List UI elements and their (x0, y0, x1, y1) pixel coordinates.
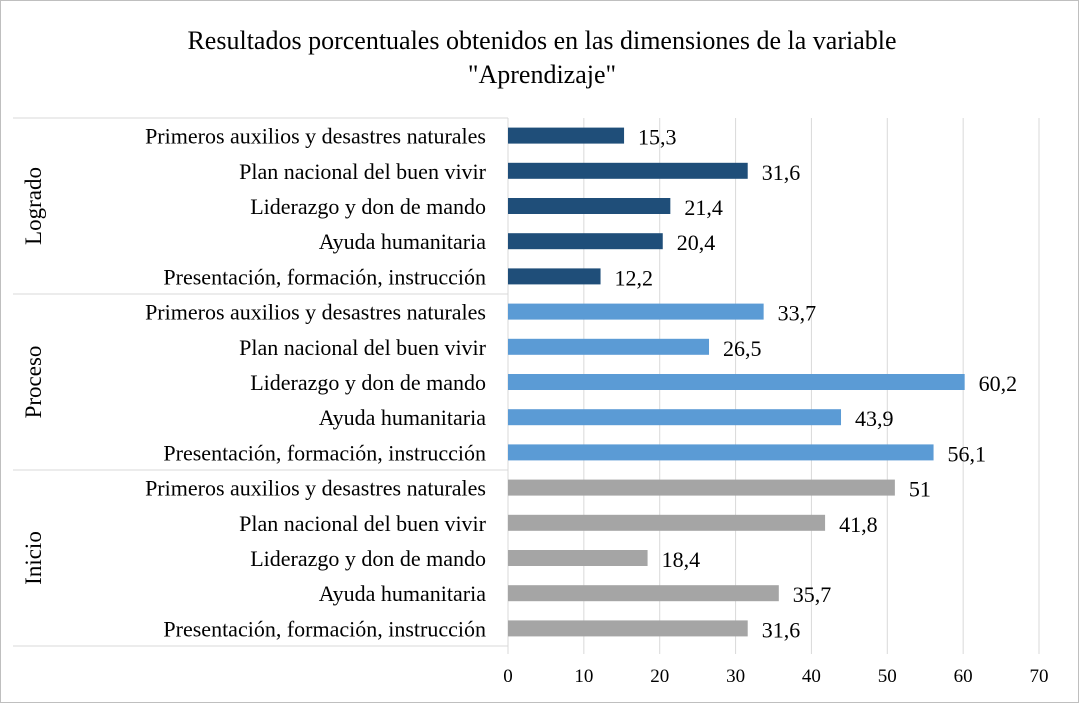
bar-logrado-4 (508, 268, 601, 285)
x-tick-label: 60 (954, 666, 973, 687)
labels: 0 10 20 30 40 50 60 70 Primeros auxilios y desas… (21, 124, 1049, 687)
data-label: 56,1 (948, 441, 987, 466)
group-label-inicio: Inicio (21, 531, 46, 585)
category-label: Liderazgo y don de mando (250, 194, 486, 219)
bar-proceso-2 (508, 374, 965, 390)
data-label: 35,7 (793, 582, 832, 607)
category-label: Primeros auxilios y desastres naturales (145, 300, 486, 325)
bar-proceso-1 (508, 338, 710, 355)
data-label: 60,2 (979, 371, 1018, 396)
bar-inicio-0 (508, 479, 895, 496)
group-label-logrado: Logrado (21, 167, 46, 245)
x-tick-label: 50 (878, 666, 897, 687)
bar-inicio-2 (508, 550, 648, 566)
x-tick-label: 0 (503, 666, 513, 687)
category-label: Ayuda humanitaria (319, 581, 486, 606)
category-label: Plan nacional del buen vivir (239, 335, 486, 360)
bar-inicio-1 (508, 514, 826, 531)
data-label: 20,4 (677, 230, 716, 255)
data-label: 31,6 (762, 617, 801, 642)
category-label: Primeros auxilios y desastres naturales (145, 476, 486, 501)
data-label: 18,4 (662, 547, 701, 572)
category-label: Presentación, formación, instrucción (163, 440, 486, 465)
data-label: 43,9 (855, 406, 894, 431)
data-label: 15,3 (638, 125, 677, 150)
x-tick-label: 10 (574, 666, 593, 687)
data-label: 21,4 (684, 195, 723, 220)
bar-proceso-0 (508, 303, 764, 320)
data-label: 41,8 (839, 512, 878, 537)
x-tick-label: 40 (802, 666, 821, 687)
bars (508, 127, 965, 637)
x-tick-label: 30 (726, 666, 745, 687)
data-label: 51 (909, 477, 931, 502)
category-label: Plan nacional del buen vivir (239, 511, 486, 536)
category-label: Presentación, formación, instrucción (163, 616, 486, 641)
category-label: Primeros auxilios y desastres naturales (145, 124, 486, 149)
data-label: 26,5 (723, 336, 762, 361)
data-label: 31,6 (762, 160, 801, 185)
category-label: Ayuda humanitaria (319, 405, 486, 430)
category-label: Ayuda humanitaria (319, 229, 486, 254)
chart-title-line-2: "Aprendizaje" (468, 60, 616, 89)
category-label: Liderazgo y don de mando (250, 546, 486, 571)
category-label: Liderazgo y don de mando (250, 370, 486, 395)
x-tick-label: 70 (1030, 666, 1049, 687)
category-label: Presentación, formación, instrucción (163, 264, 486, 289)
chart-title-line-1: Resultados porcentuales obtenidos en las… (187, 26, 896, 55)
data-label: 33,7 (778, 301, 817, 326)
bar-inicio-4 (508, 620, 748, 637)
bar-logrado-1 (508, 162, 748, 179)
bar-proceso-3 (508, 409, 842, 426)
data-label: 12,2 (615, 265, 654, 290)
bar-logrado-3 (508, 233, 663, 250)
bar-logrado-2 (508, 198, 671, 214)
bar-logrado-0 (508, 127, 625, 144)
group-label-proceso: Proceso (21, 346, 46, 419)
bar-inicio-3 (508, 585, 779, 602)
x-tick-label: 20 (650, 666, 669, 687)
bar-proceso-4 (508, 444, 934, 461)
category-label: Plan nacional del buen vivir (239, 159, 486, 184)
